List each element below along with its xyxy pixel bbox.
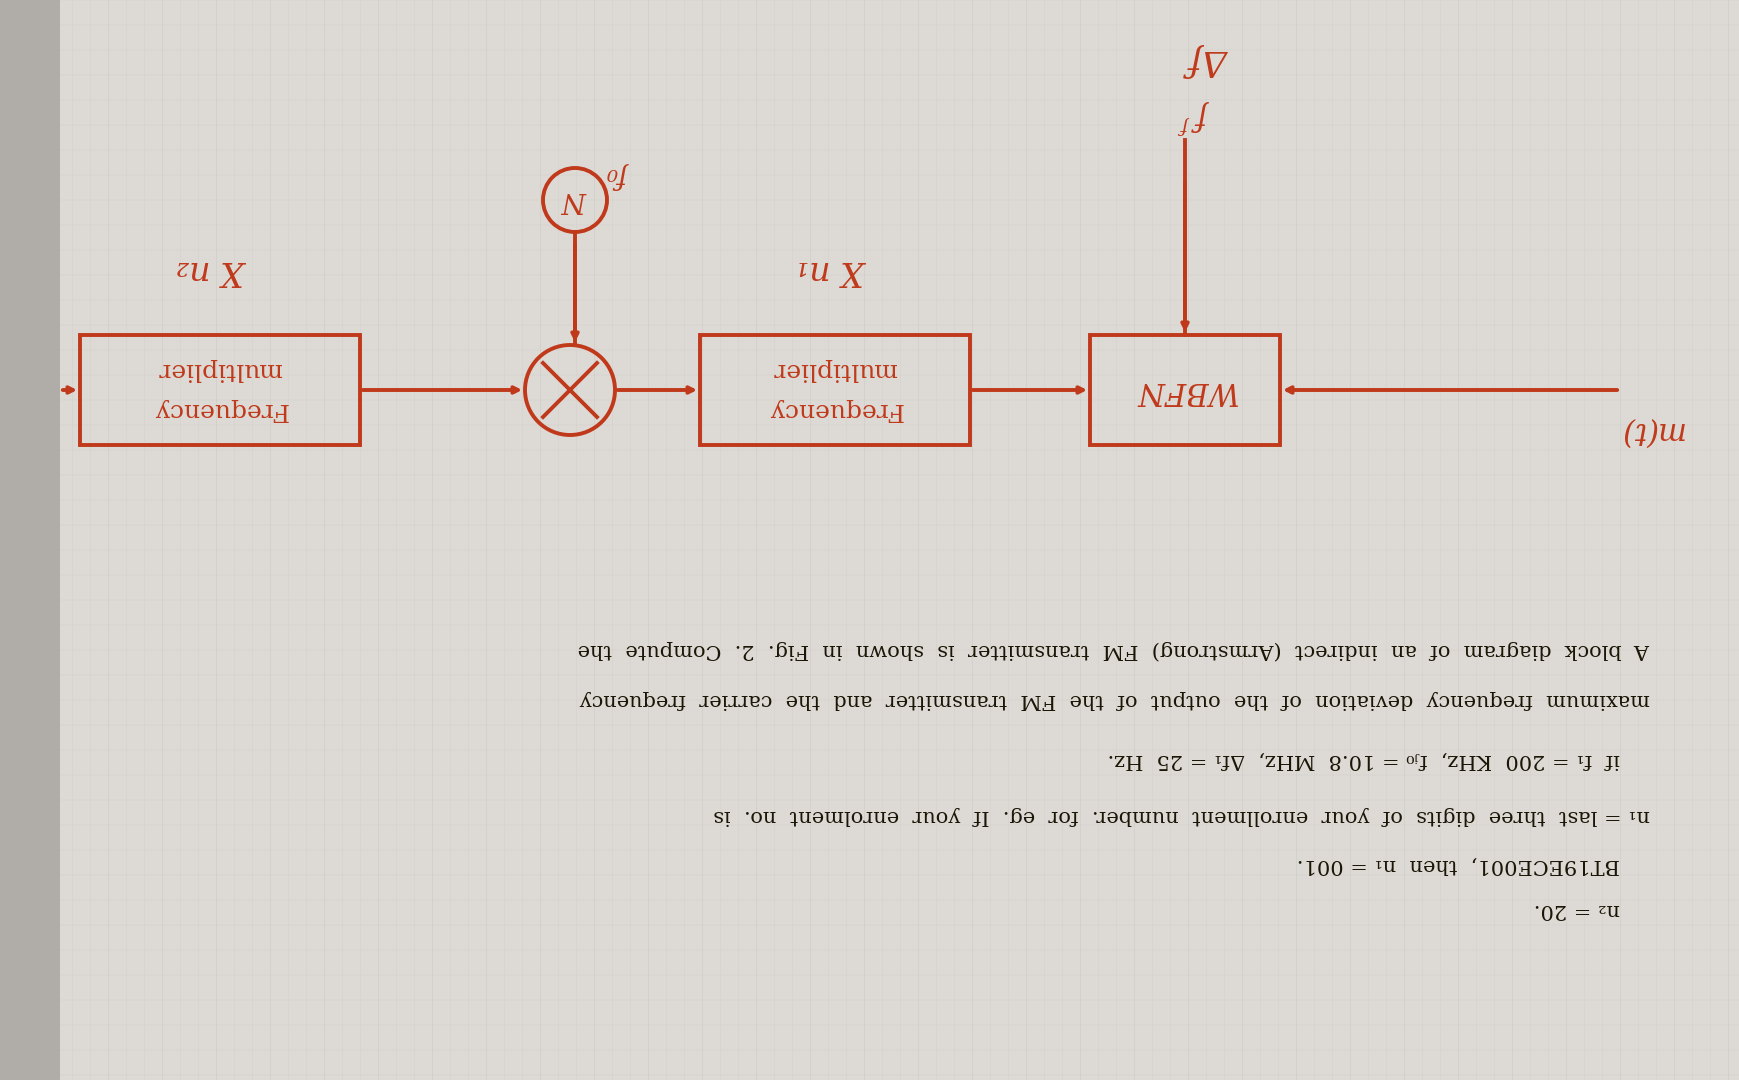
Bar [699,335,969,445]
Text: X n₁: X n₁ [800,254,870,286]
Text: n₂ = 20.: n₂ = 20. [1532,901,1619,919]
Text: BT19ECE001,  then  n₁ = 001.: BT19ECE001, then n₁ = 001. [1296,855,1619,875]
Text: multiplier: multiplier [158,359,282,381]
Text: if  f₁ = 200  KHz,  fⱼ₀ = 10.8  MHz,  Δf₁ = 25  Hz.: if f₁ = 200 KHz, fⱼ₀ = 10.8 MHz, Δf₁ = 2… [1106,751,1619,769]
Text: multiplier: multiplier [772,359,897,381]
Text: X n₂: X n₂ [181,254,249,286]
Text: f: f [1184,116,1191,134]
Text: f₀: f₀ [609,162,630,189]
Text: WBFN: WBFN [1134,375,1235,405]
Text: n₁ = last  three  digits  of  your  enrollment  number.  for  eg.  If  your  enr: n₁ = last three digits of your enrollmen… [713,806,1649,824]
Text: maximum  frequency  deviation  of  the  output  of  the  FM  transmitter  and  t: maximum frequency deviation of the outpu… [579,690,1649,710]
Bar [1089,335,1280,445]
Text: N: N [562,187,586,214]
Bar [80,335,360,445]
Text: m(t): m(t) [1617,415,1682,445]
Text: Frequency: Frequency [153,399,287,421]
Text: f: f [1198,99,1210,131]
Text: Frequency: Frequency [767,399,903,421]
Text: A  block  diagram  of  an  indirect  (Armstrong)  FM  transmitter  is  shown  in: A block diagram of an indirect (Armstron… [577,640,1649,660]
Bar [0,0,59,1080]
Text: Δf: Δf [1189,43,1229,77]
